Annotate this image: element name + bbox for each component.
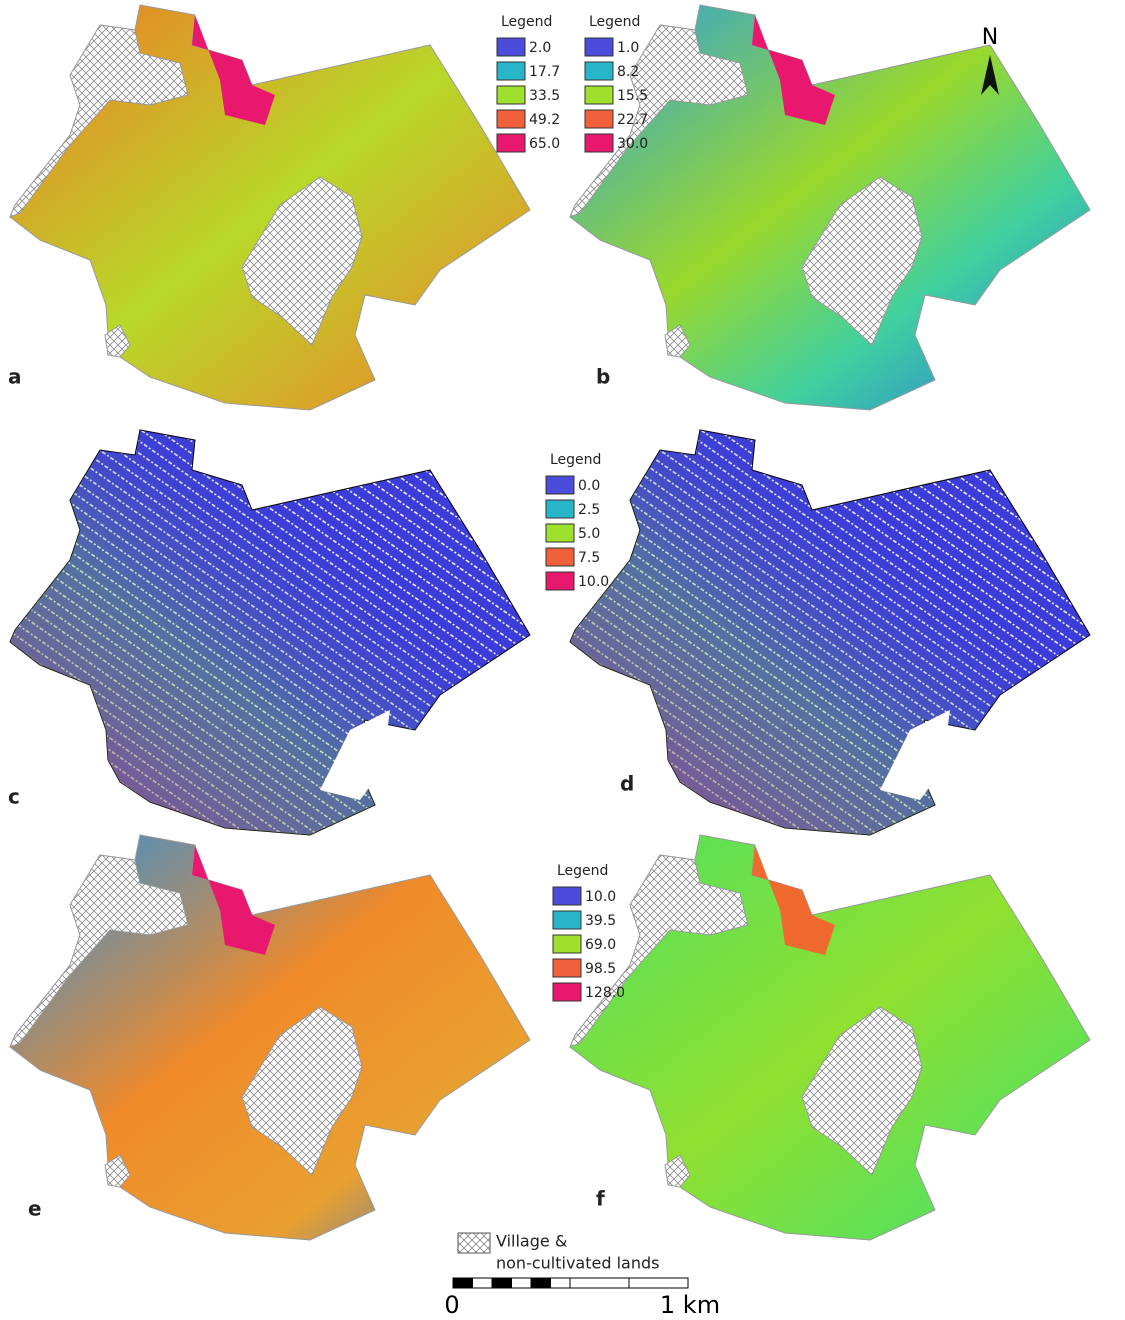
scale-segment [551, 1278, 571, 1288]
legend: Legend 0.0 2.5 5.0 7.5 10.0 [546, 452, 609, 590]
legend: Legend 2.0 17.7 33.5 49.2 65.0 [497, 14, 560, 152]
legend-swatch [585, 62, 613, 80]
scale-segment [512, 1278, 532, 1288]
legend-label: 2.5 [578, 502, 600, 518]
legend-swatch [497, 86, 525, 104]
legend-label: 39.5 [585, 913, 616, 929]
legend-title: Legend [501, 14, 552, 30]
legend-swatch [553, 935, 581, 953]
legend-swatch [585, 86, 613, 104]
panels: a b c d e f Legend 2.0 17.7 33.5 49.2 65.0 Legend 1.0… [8, 5, 1090, 1319]
legend-title: Legend [550, 452, 601, 468]
scale-label: 1 km [660, 1291, 720, 1319]
panel-label: a [8, 365, 22, 389]
legend-label: 8.2 [617, 64, 639, 80]
scale-label: 0 [444, 1291, 459, 1319]
legend-swatch [553, 959, 581, 977]
panel-label: e [28, 1197, 42, 1221]
legend-swatch [553, 983, 581, 1001]
legend-swatch [497, 110, 525, 128]
map-panel [10, 835, 530, 1240]
hotspot-overlay [570, 430, 1090, 835]
figure: a b c d e f Legend 2.0 17.7 33.5 49.2 65.0 Legend 1.0… [0, 0, 1125, 1320]
legend-label: 98.5 [585, 961, 616, 977]
legend-label: 128.0 [585, 985, 625, 1001]
scale-segment [453, 1278, 473, 1288]
legend-label: 49.2 [529, 112, 560, 128]
legend-label: 10.0 [585, 889, 616, 905]
scale-segment [531, 1278, 551, 1288]
scale-segment [492, 1278, 512, 1288]
legend-swatch [553, 887, 581, 905]
legend-label: 10.0 [578, 574, 609, 590]
key-label: non-cultivated lands [496, 1254, 659, 1273]
legend-title: Legend [589, 14, 640, 30]
legend-swatch [497, 134, 525, 152]
legend-label: 1.0 [617, 40, 639, 56]
legend-label: 33.5 [529, 88, 560, 104]
legend-swatch [546, 524, 574, 542]
legend-label: 30.0 [617, 136, 648, 152]
legend-swatch [546, 500, 574, 518]
panel-label: c [8, 785, 20, 809]
scale-segment [629, 1278, 688, 1288]
legend-swatch [546, 572, 574, 590]
legend-label: 17.7 [529, 64, 560, 80]
legend-swatch [497, 38, 525, 56]
map-panel [570, 5, 1090, 410]
scale-segment [570, 1278, 629, 1288]
legend-label: 2.0 [529, 40, 551, 56]
legend-swatch [585, 110, 613, 128]
legend-swatch [546, 548, 574, 566]
legend-label: 5.0 [578, 526, 600, 542]
legend-label: 22.7 [617, 112, 648, 128]
legend-label: 65.0 [529, 136, 560, 152]
legend-label: 69.0 [585, 937, 616, 953]
hotspot-overlay [10, 430, 530, 835]
legend-label: 0.0 [578, 478, 600, 494]
key-label: Village & [496, 1232, 567, 1251]
legend-swatch [585, 134, 613, 152]
legend-swatch [585, 38, 613, 56]
scale-segment [473, 1278, 493, 1288]
legend-title: Legend [557, 863, 608, 879]
map-panel [570, 835, 1090, 1240]
legend-label: 15.5 [617, 88, 648, 104]
legend-label: 7.5 [578, 550, 600, 566]
legend-swatch [497, 62, 525, 80]
map-panel [570, 430, 1090, 835]
north-label: N [982, 25, 998, 50]
key-swatch [458, 1233, 490, 1253]
panel-label: f [596, 1187, 605, 1211]
map-panel [10, 5, 530, 410]
legend-swatch [546, 476, 574, 494]
panel-label: d [620, 772, 634, 796]
legend-swatch [553, 911, 581, 929]
map-panel [10, 430, 530, 835]
legend: Legend 10.0 39.5 69.0 98.5 128.0 [553, 863, 625, 1001]
panel-label: b [596, 365, 610, 389]
